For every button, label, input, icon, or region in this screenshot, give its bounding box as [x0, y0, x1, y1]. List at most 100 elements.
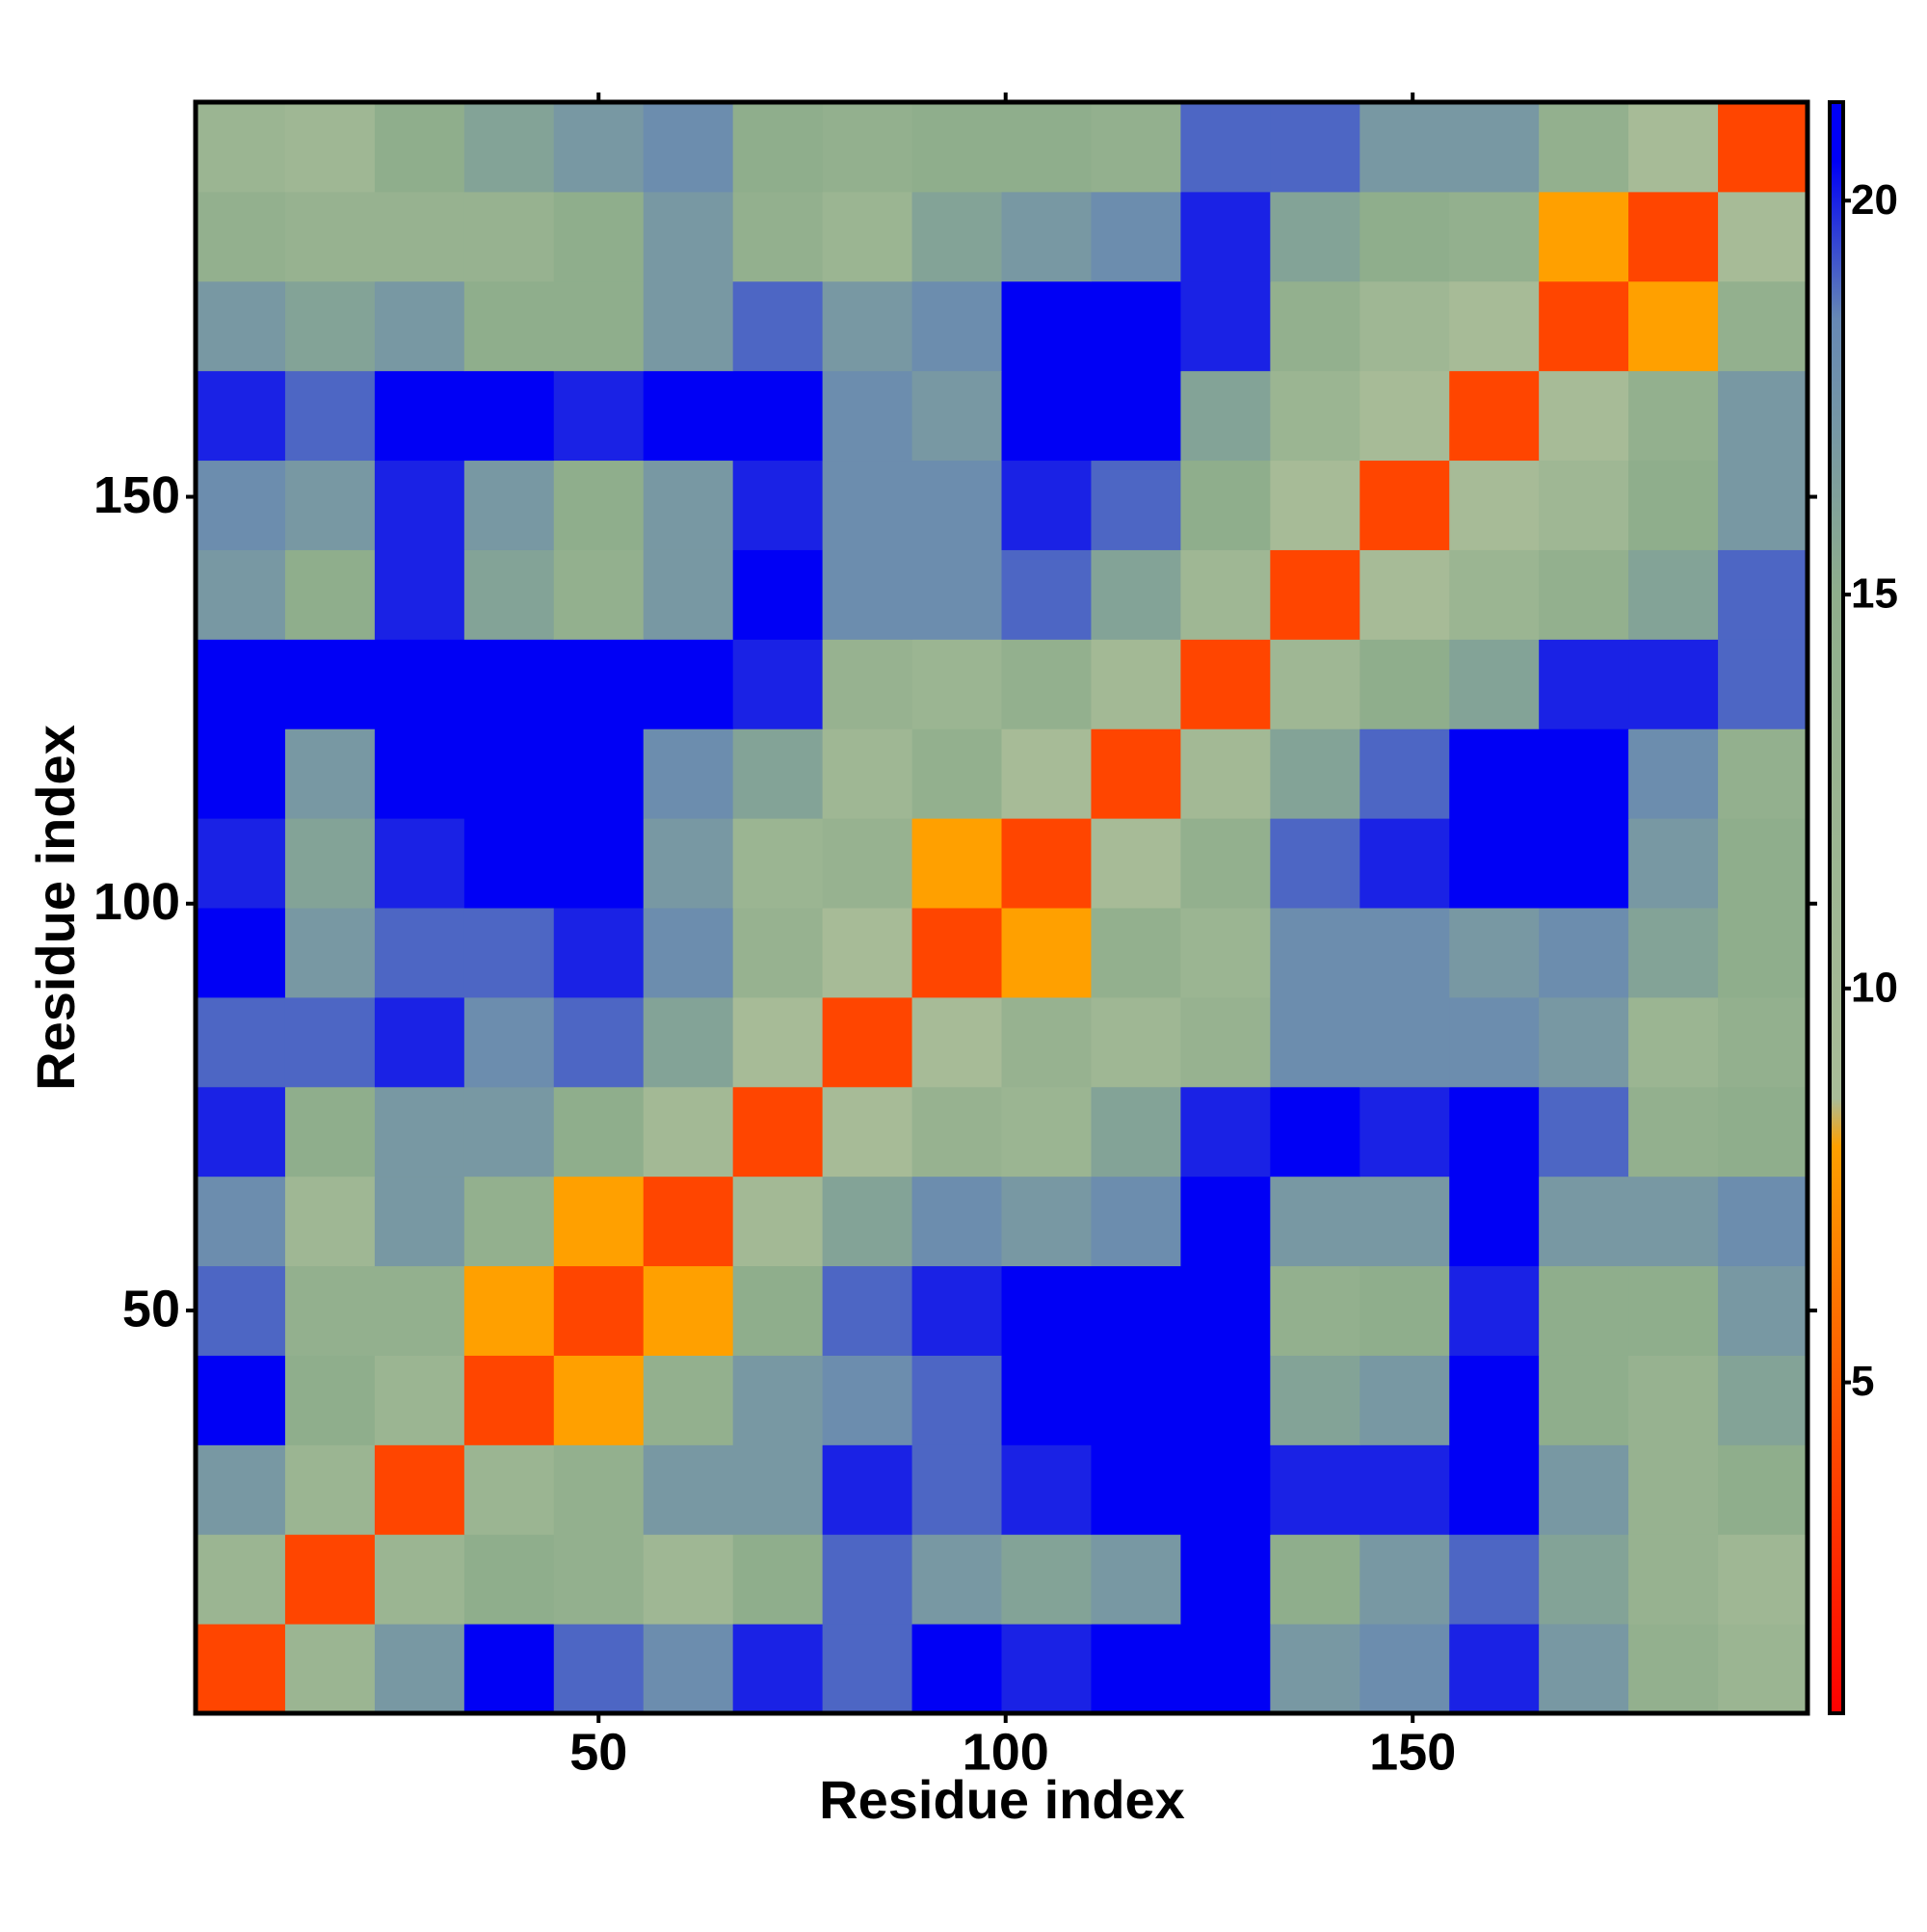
heatmap-cell	[374, 1624, 465, 1714]
heatmap-cell	[732, 996, 824, 1088]
heatmap-cell	[1359, 1355, 1450, 1445]
heatmap-cell	[822, 908, 913, 998]
heatmap-cell	[1180, 996, 1271, 1088]
heatmap-cell	[374, 996, 465, 1088]
x-tick-label: 150	[1369, 1723, 1456, 1781]
heatmap-cell	[911, 1086, 1002, 1178]
heatmap-cell	[643, 728, 734, 819]
heatmap-cell	[1001, 102, 1092, 193]
heatmap-cell	[1270, 280, 1360, 372]
heatmap-cell	[553, 1444, 645, 1535]
heatmap-cell	[1449, 1086, 1540, 1178]
heatmap-cell	[463, 191, 555, 282]
heatmap-cell	[822, 280, 913, 372]
heatmap-cell	[1359, 191, 1450, 282]
heatmap-cell	[1180, 460, 1271, 550]
heatmap-cell	[911, 908, 1002, 998]
heatmap-cell	[196, 818, 286, 909]
heatmap-cell	[1628, 996, 1719, 1088]
heatmap-cell	[1449, 549, 1540, 640]
heatmap-cell	[822, 1355, 913, 1445]
heatmap-cell	[463, 549, 555, 640]
heatmap-cell	[1718, 1444, 1808, 1535]
heatmap-cell	[1180, 102, 1271, 193]
heatmap-cell	[911, 1444, 1002, 1535]
heatmap-cell	[196, 549, 286, 640]
heatmap-cell	[1270, 1265, 1360, 1356]
heatmap-cell	[1359, 370, 1450, 462]
heatmap-cell	[1718, 370, 1808, 462]
heatmap-cell	[196, 728, 286, 819]
heatmap-cell	[553, 908, 645, 998]
heatmap-cell	[463, 1265, 555, 1356]
heatmap-cell	[284, 370, 376, 462]
heatmap-cell	[1628, 1355, 1719, 1445]
heatmap-cell	[1718, 1534, 1808, 1625]
colorbar-tick-label: 20	[1851, 176, 1898, 224]
heatmap-cell	[1628, 191, 1719, 282]
heatmap-cell	[1718, 1176, 1808, 1267]
heatmap-cell	[1359, 102, 1450, 193]
heatmap-cell	[196, 1265, 286, 1356]
heatmap-cell	[1091, 549, 1181, 640]
heatmap-cell	[1180, 1355, 1271, 1445]
heatmap-cell	[284, 1265, 376, 1356]
heatmap-cell	[822, 639, 913, 729]
heatmap-cell	[1091, 280, 1181, 372]
heatmap-cell	[1359, 549, 1450, 640]
y-axis-title: Residue index	[25, 725, 86, 1091]
heatmap-cell	[1180, 370, 1271, 462]
heatmap-cell	[1001, 549, 1092, 640]
heatmap-cell	[643, 102, 734, 193]
heatmap-cell	[284, 728, 376, 819]
heatmap-cell	[732, 1355, 824, 1445]
heatmap-cell	[1449, 996, 1540, 1088]
heatmap-cell	[463, 280, 555, 372]
heatmap-cell	[1539, 280, 1629, 372]
heatmap-cell	[643, 1265, 734, 1356]
heatmap-cell	[553, 1624, 645, 1714]
heatmap-cell	[196, 1624, 286, 1714]
heatmap-cell	[374, 908, 465, 998]
heatmap-cell	[643, 639, 734, 729]
heatmap-cell	[1180, 1265, 1271, 1356]
heatmap-cell	[1091, 1355, 1181, 1445]
heatmap-cell	[911, 1176, 1002, 1267]
heatmap-cells	[196, 102, 1808, 1714]
heatmap-cell	[911, 549, 1002, 640]
heatmap-cell	[1539, 370, 1629, 462]
heatmap-cell	[1270, 191, 1360, 282]
heatmap-cell	[1449, 1355, 1540, 1445]
y-tick-label: 100	[93, 873, 180, 931]
heatmap-cell	[1001, 280, 1092, 372]
heatmap-cell	[284, 1176, 376, 1267]
heatmap-cell	[643, 1355, 734, 1445]
heatmap-cell	[553, 370, 645, 462]
heatmap-cell	[1091, 1444, 1181, 1535]
heatmap-cell	[822, 1534, 913, 1625]
heatmap-cell	[374, 280, 465, 372]
heatmap-cell	[284, 1086, 376, 1178]
heatmap-cell	[1180, 549, 1271, 640]
heatmap-cell	[1449, 728, 1540, 819]
heatmap-cell	[374, 549, 465, 640]
heatmap-cell	[553, 1086, 645, 1178]
heatmap-cell	[1359, 1086, 1450, 1178]
heatmap-cell	[1449, 1176, 1540, 1267]
heatmap-cell	[1091, 460, 1181, 550]
heatmap-cell	[1270, 728, 1360, 819]
heatmap-cell	[1449, 370, 1540, 462]
heatmap-cell	[1001, 1534, 1092, 1625]
heatmap-cell	[1718, 1355, 1808, 1445]
heatmap-cell	[1270, 818, 1360, 909]
heatmap-cell	[1270, 549, 1360, 640]
heatmap-cell	[643, 1176, 734, 1267]
heatmap-cell	[284, 102, 376, 193]
heatmap-cell	[1180, 1534, 1271, 1625]
heatmap-cell	[284, 1624, 376, 1714]
heatmap-cell	[463, 1176, 555, 1267]
heatmap-cell	[1270, 1534, 1360, 1625]
heatmap-cell	[196, 1086, 286, 1178]
